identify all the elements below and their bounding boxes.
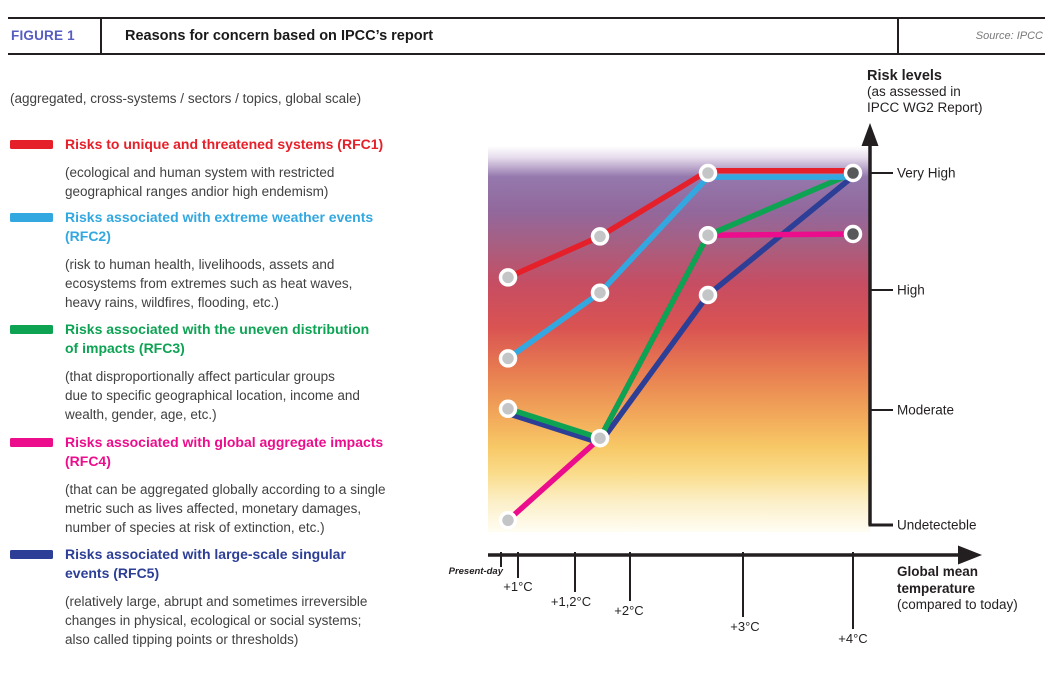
x-tick-2c: +2°C: [614, 603, 644, 618]
data-point: [698, 163, 718, 183]
legend-title-rfc2: Risks associated with extreme weather ev…: [65, 209, 374, 244]
data-point: [843, 224, 863, 244]
header-top-rule: [8, 17, 1045, 19]
legend-swatch-rfc4: [10, 438, 53, 447]
data-point: [498, 268, 518, 287]
data-point: [843, 163, 863, 183]
y-axis: [868, 143, 893, 527]
y-tick-high: High: [897, 282, 925, 298]
data-point: [498, 511, 518, 530]
legend-swatch-rfc5: [10, 550, 53, 559]
x-tick-1c: +1°C: [503, 579, 533, 594]
data-point: [498, 349, 518, 368]
figure-title: Reasons for concern based on IPCC’s repo…: [125, 28, 434, 44]
legend-swatch-rfc3: [10, 325, 53, 334]
y-tick-undetectable: Undetecteble: [897, 517, 977, 533]
x-tick-present-day: Present-day: [448, 566, 503, 577]
y-tick-moderate: Moderate: [897, 402, 955, 418]
legend-swatch-rfc2: [10, 213, 53, 222]
legend-item-rfc4: Risks associated with global aggregate i…: [10, 433, 455, 537]
y-axis-title-sub2: IPCC WG2 Report): [867, 100, 983, 115]
series-lines: [506, 167, 855, 523]
legend-title-rfc3: Risks associated with the uneven distrib…: [65, 321, 370, 356]
legend-item-rfc3: Risks associated with the uneven distrib…: [10, 320, 455, 424]
header-divider-right: [897, 17, 899, 55]
legend-intro: (aggregated, cross-systems / sectors / t…: [10, 91, 362, 106]
series-line-rfc1: [506, 167, 853, 280]
legend-item-rfc5: Risks associated with large-scale singul…: [10, 545, 455, 649]
x-axis-title-sub: (compared to today): [897, 597, 1018, 612]
figure-label: FIGURE 1: [11, 28, 75, 43]
x-tick-4c: +4°C: [838, 631, 868, 646]
y-axis-title-sub1: (as assessed in: [867, 84, 961, 99]
legend-desc-rfc5: (relatively large, abrupt and sometimes …: [65, 594, 368, 647]
legend-desc-rfc1: (ecological and human system with restri…: [65, 165, 335, 199]
series-line-rfc2: [506, 174, 853, 361]
legend-title-rfc1: Risks to unique and threatened systems (…: [65, 136, 384, 152]
legend-title-rfc5: Risks associated with large-scale singul…: [65, 546, 346, 581]
x-tick-12c: +1,2°C: [550, 594, 592, 609]
x-axis-title: Global mean temperature (compared to tod…: [897, 564, 1018, 614]
x-axis-arrowhead: [958, 545, 982, 565]
data-point: [698, 285, 718, 305]
data-point: [590, 227, 610, 246]
x-axis-title-main: Global mean temperature: [897, 564, 979, 596]
legend-title-rfc4: Risks associated with global aggregate i…: [65, 434, 384, 469]
y-tick-very-high: Very High: [897, 165, 956, 181]
legend-desc-rfc2: (risk to human health, livelihoods, asse…: [65, 257, 353, 310]
header-bottom-rule: [8, 53, 1045, 55]
data-point: [698, 225, 718, 245]
y-axis-title: Risk levels (as assessed in IPCC WG2 Rep…: [867, 68, 983, 116]
header-divider-left: [100, 17, 102, 55]
data-point: [498, 399, 518, 419]
figure-source: Source: IPCC: [975, 30, 1043, 42]
data-points: [498, 163, 863, 530]
legend-desc-rfc3: (that disproportionally affect particula…: [65, 369, 360, 422]
y-axis-arrowhead: [861, 123, 879, 146]
y-axis-title-main: Risk levels: [867, 68, 942, 84]
data-point: [590, 283, 610, 302]
legend-desc-rfc4: (that can be aggregated globally accordi…: [65, 482, 386, 535]
legend-item-rfc1: Risks to unique and threatened systems (…: [10, 135, 455, 201]
legend-swatch-rfc1: [10, 140, 53, 149]
x-axis: [488, 552, 960, 629]
legend-item-rfc2: Risks associated with extreme weather ev…: [10, 208, 455, 312]
x-tick-3c: +3°C: [730, 619, 760, 634]
series-line-rfc3: [507, 170, 855, 442]
data-point: [590, 428, 610, 448]
